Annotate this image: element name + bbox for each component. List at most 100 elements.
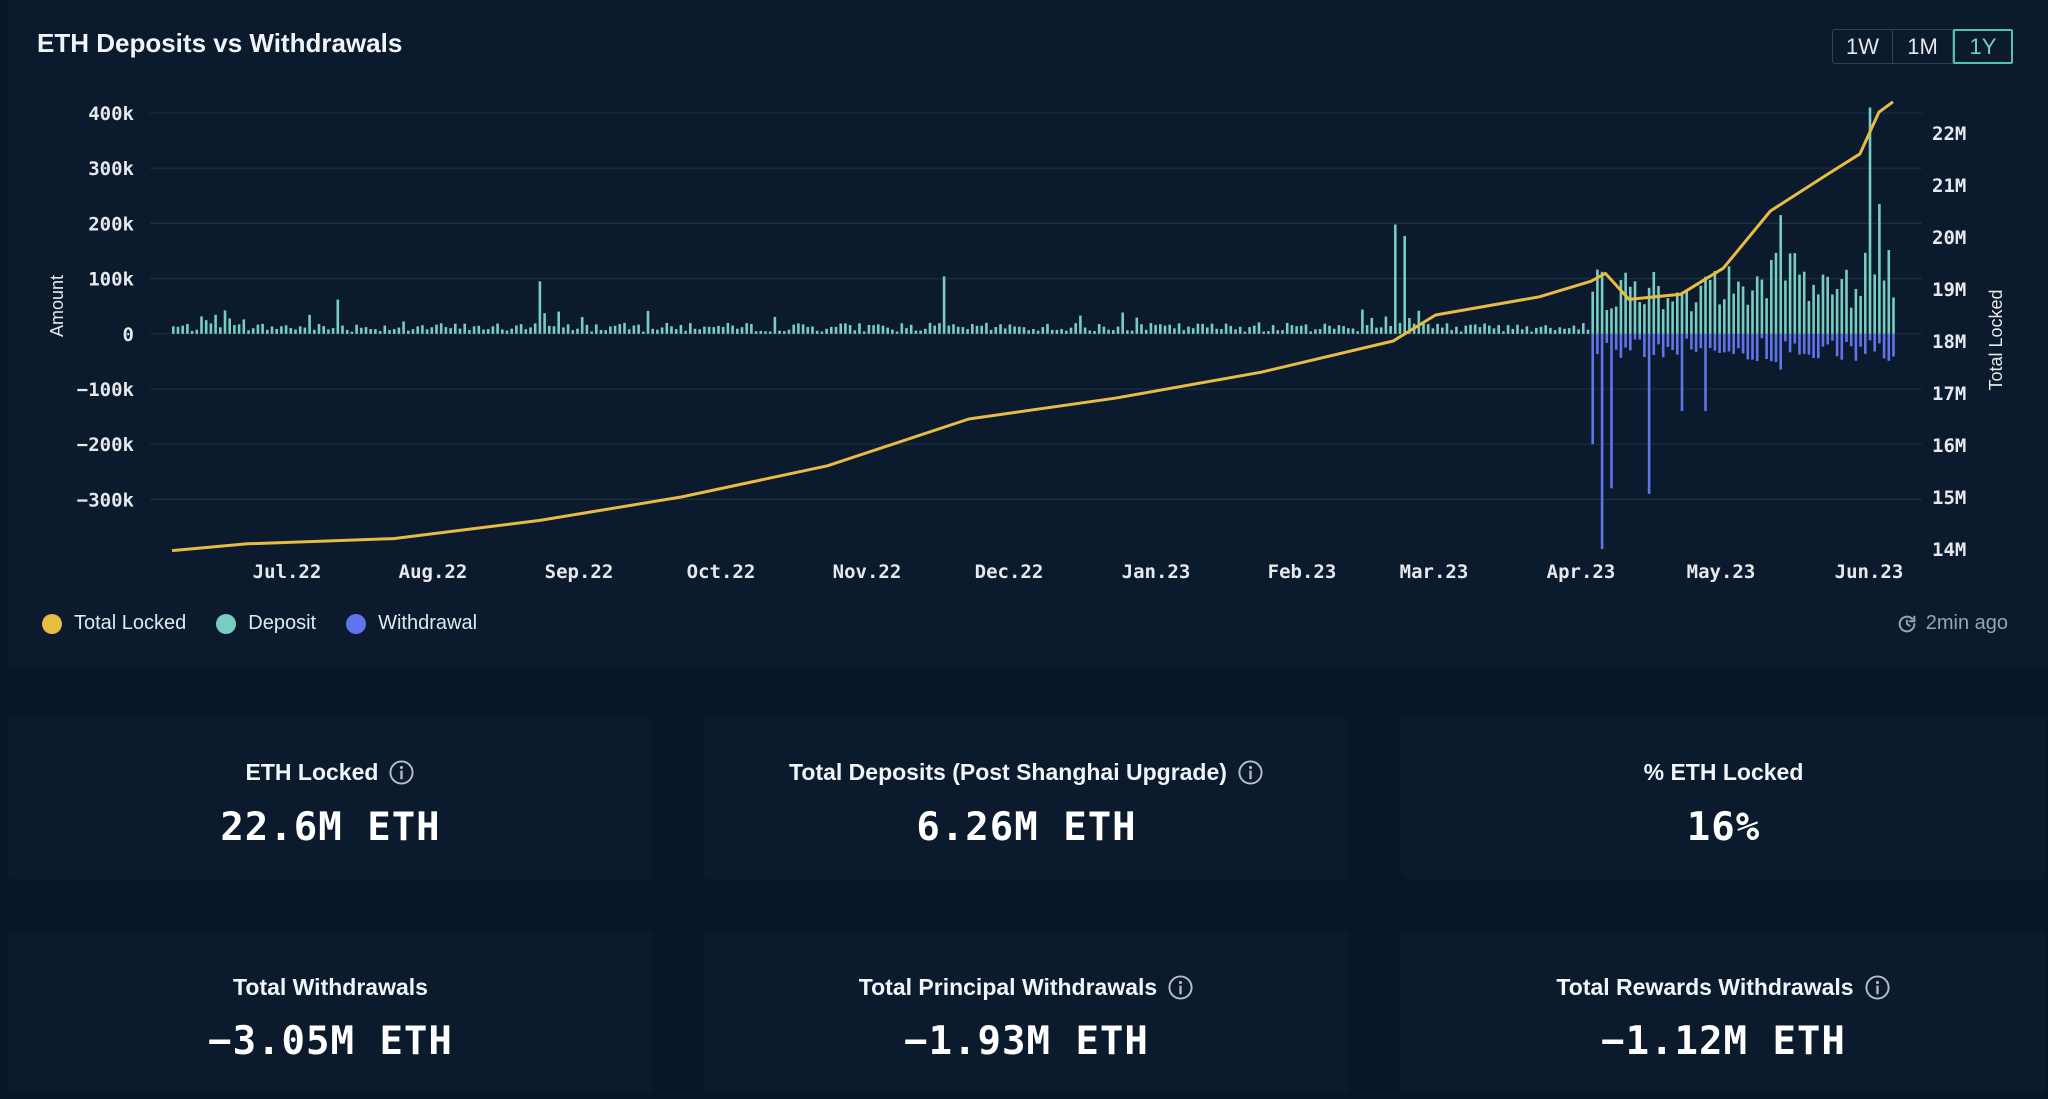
withdrawal-bar <box>1671 333 1674 351</box>
deposit-bar <box>374 329 377 334</box>
deposit-bar <box>1685 291 1688 334</box>
deposit-bar <box>867 324 871 334</box>
deposit-bar <box>576 328 579 334</box>
deposit-bar <box>1765 298 1768 334</box>
deposit-bar <box>989 329 993 334</box>
deposit-bar <box>1807 300 1811 334</box>
deposit-bar <box>430 327 434 334</box>
deposit-bar <box>1817 294 1820 334</box>
legend-item-deposit[interactable]: Deposit <box>216 612 316 635</box>
legend-item-withdrawal[interactable]: Withdrawal <box>346 612 477 635</box>
x-tick-label: Oct.22 <box>687 561 756 583</box>
deposit-bar <box>773 316 777 334</box>
deposit-bar <box>914 330 918 334</box>
deposit-bar <box>1069 327 1073 334</box>
x-tick-label: Sep.22 <box>545 561 614 583</box>
stat-title: ETH Locked <box>245 759 379 785</box>
deposit-bar <box>383 325 387 334</box>
withdrawal-bar <box>1699 333 1703 349</box>
info-icon[interactable] <box>1167 974 1194 1001</box>
deposit-bar <box>1558 327 1562 334</box>
range-1y-button[interactable]: 1Y <box>1953 29 2013 64</box>
deposit-bar <box>1793 253 1797 334</box>
deposit-bar <box>966 329 969 334</box>
deposit-bar <box>336 299 340 334</box>
deposit-bar <box>1835 289 1839 334</box>
deposit-bar <box>1436 323 1439 334</box>
x-tick-label: Jul.22 <box>253 561 322 583</box>
withdrawal-bar <box>1661 333 1665 358</box>
last-updated[interactable]: 2min ago <box>1896 612 2008 635</box>
range-1m-button[interactable]: 1M <box>1893 30 1953 63</box>
deposit-bar <box>1097 324 1101 334</box>
deposit-bar <box>909 324 913 334</box>
deposit-bar <box>449 328 452 334</box>
deposit-bar <box>477 325 481 334</box>
info-icon[interactable] <box>1237 759 1264 786</box>
deposit-bar <box>1774 252 1778 334</box>
withdrawal-bar <box>1732 333 1735 354</box>
withdrawal-bar <box>1774 333 1778 362</box>
withdrawal-bar <box>1788 333 1792 353</box>
deposit-bar <box>1723 299 1726 334</box>
withdrawal-bar <box>1817 333 1820 359</box>
deposit-bar <box>1342 326 1345 334</box>
range-1w-button[interactable]: 1W <box>1833 30 1893 63</box>
deposit-bar <box>1018 326 1021 334</box>
y2-axis-title: Total Locked <box>1986 289 2006 390</box>
y-tick-label: 400k <box>88 103 134 125</box>
deposit-bar <box>256 324 260 334</box>
deposit-bar <box>1826 276 1829 334</box>
deposit-bar <box>783 331 786 334</box>
withdrawal-bar <box>1619 333 1623 358</box>
deposit-bar <box>1408 318 1411 334</box>
y2-tick-label: 18M <box>1932 331 1966 353</box>
deposit-bar <box>877 324 880 334</box>
deposit-bar <box>533 323 537 334</box>
deposit-bar <box>853 330 857 334</box>
stat-title-row: Total Principal Withdrawals <box>704 974 1349 1001</box>
deposit-bar <box>1544 325 1547 334</box>
withdrawal-bar <box>1737 333 1740 349</box>
deposit-bar <box>1008 324 1012 334</box>
deposit-bar <box>693 328 697 334</box>
deposit-bar <box>562 327 565 334</box>
deposit-bar <box>1220 329 1223 334</box>
deposit-bar <box>1046 323 1049 334</box>
deposit-bar <box>1610 308 1613 334</box>
stat-card-total-withdrawals: Total Withdrawals −3.05M ETH <box>8 931 653 1093</box>
withdrawal-bar <box>1624 333 1627 348</box>
deposit-bar <box>858 323 861 334</box>
deposit-bar <box>1647 287 1651 334</box>
deposit-bar <box>1234 329 1237 334</box>
deposit-bar <box>1704 276 1707 334</box>
legend-item-total-locked[interactable]: Total Locked <box>42 612 186 635</box>
withdrawal-bar <box>1859 333 1862 347</box>
deposit-bar <box>825 328 828 334</box>
deposit-bar <box>1224 323 1228 334</box>
deposit-bar <box>1582 323 1585 334</box>
deposit-bar <box>1821 274 1825 334</box>
refresh-icon <box>1898 615 1916 632</box>
deposit-bar <box>308 314 311 334</box>
withdrawal-bar <box>1793 333 1797 344</box>
info-icon[interactable] <box>388 759 415 786</box>
info-icon[interactable] <box>1864 974 1891 1001</box>
withdrawal-bar <box>1812 333 1815 359</box>
deposit-bar <box>599 329 603 334</box>
withdrawal-bar <box>1784 333 1787 342</box>
deposit-bar <box>1591 291 1594 334</box>
total-locked-line <box>171 100 1894 553</box>
deposit-bar <box>1088 330 1092 334</box>
deposit-bar <box>1530 331 1533 334</box>
deposit-bar <box>613 325 617 334</box>
deposit-bar <box>632 325 636 334</box>
deposit-bar <box>369 329 372 334</box>
withdrawal-bar <box>1666 333 1670 347</box>
withdrawal-bar <box>1779 333 1782 370</box>
deposit-bar <box>566 324 570 334</box>
deposit-bar <box>1022 327 1026 334</box>
deposit-bar <box>670 326 673 334</box>
deposit-bar <box>1459 331 1463 334</box>
deposit-bar <box>674 329 678 334</box>
